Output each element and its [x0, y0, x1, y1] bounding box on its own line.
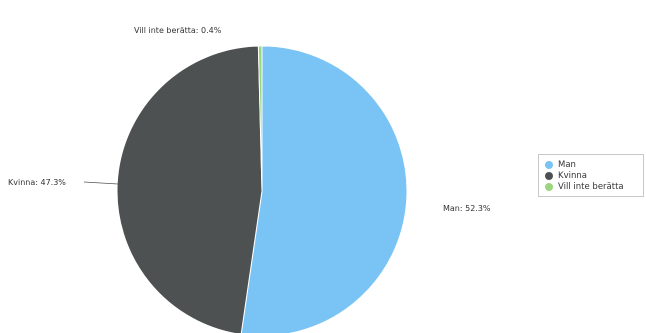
pie-leader-lines [83, 181, 119, 185]
pie-slice-labels: Man: 52.3% Kvinna: 47.3% Vill inte berätta… [8, 26, 491, 213]
pie-slice-man[interactable] [240, 45, 408, 333]
legend-label-vill-inte-beratta: Vill inte berätta [558, 181, 624, 192]
pie-slice-kvinna[interactable] [116, 45, 263, 333]
pie-slice-vill-inte-beratta[interactable] [257, 45, 263, 192]
legend-label-kvinna: Kvinna [558, 170, 587, 181]
pie-slices [116, 45, 408, 333]
legend-swatch-kvinna [545, 171, 553, 180]
legend-item-man[interactable]: Man [545, 159, 639, 170]
legend-swatch-man [545, 160, 553, 169]
slice-label-kvinna: Kvinna: 47.3% [8, 178, 66, 187]
legend: Man Kvinna Vill inte berätta [538, 154, 644, 197]
legend-item-kvinna[interactable]: Kvinna [545, 170, 639, 181]
legend-label-man: Man [558, 159, 576, 170]
legend-swatch-vill-inte-beratta [545, 182, 553, 191]
legend-item-vill-inte-beratta[interactable]: Vill inte berätta [545, 181, 639, 192]
slice-label-vill-inte-beratta: Vill inte berätta: 0.4% [134, 26, 222, 35]
leader-line-kvinna [83, 181, 119, 185]
slice-label-man: Man: 52.3% [443, 204, 491, 213]
